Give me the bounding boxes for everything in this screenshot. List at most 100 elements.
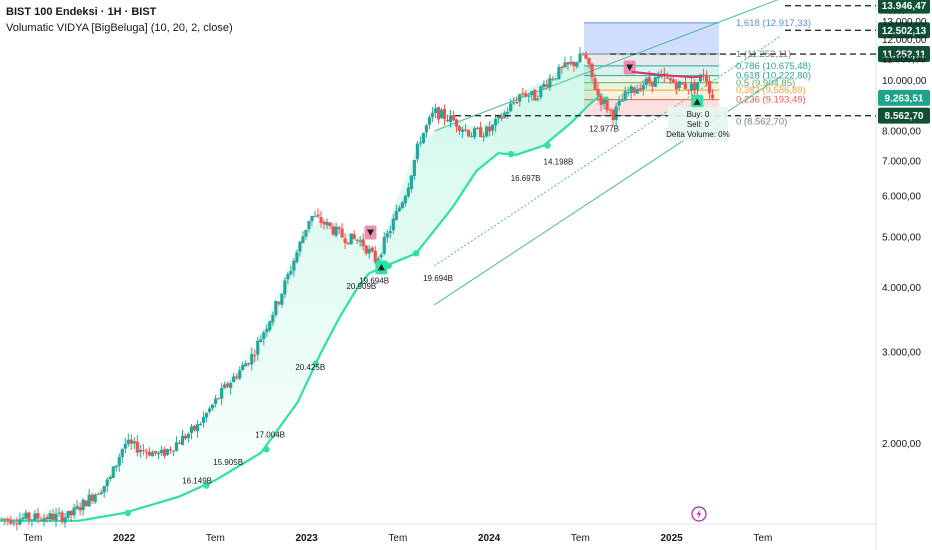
sell-signal-marker [366, 229, 374, 236]
volume-label: 19.694B [359, 277, 389, 286]
fib-label: 0,382 (9.586,89) [736, 85, 806, 96]
candle-body [24, 512, 28, 519]
candle-body [307, 221, 311, 230]
candle-body [680, 82, 684, 85]
candle-body [701, 74, 706, 76]
candle-body [138, 449, 142, 453]
candle-body [268, 321, 272, 331]
time-tick-label: 2025 [660, 533, 683, 544]
candle-body [328, 222, 332, 227]
candle-body [566, 62, 570, 65]
candle-body [81, 499, 85, 510]
candle-body [388, 231, 392, 234]
fib-zone [584, 82, 720, 91]
candle-body [536, 98, 540, 100]
candle-body [521, 93, 525, 95]
candle-body [454, 119, 459, 127]
candle-body [177, 442, 182, 444]
candle-body [412, 160, 416, 177]
candle-body [96, 493, 100, 495]
candle-body [120, 449, 124, 458]
candle-body [584, 54, 588, 59]
candle-body [469, 136, 474, 138]
candle-body [271, 314, 275, 323]
vidya-pivot-dot [507, 150, 515, 158]
candle-body [102, 485, 106, 493]
signal-markers [364, 60, 704, 275]
candle-body [265, 328, 269, 333]
candle-body [316, 214, 320, 217]
candle-body [569, 62, 573, 64]
candle-body [439, 109, 444, 119]
volume-label: 16.149B [182, 477, 212, 486]
candle-body [463, 129, 468, 131]
fib-label: 0,786 (10.675,48) [736, 61, 811, 72]
candle-body [433, 108, 438, 114]
candle-body [217, 398, 221, 400]
lightning-glyph [696, 509, 702, 519]
candle-body [683, 83, 687, 89]
candle-body [280, 293, 284, 305]
time-tick-label: Tem [753, 533, 772, 544]
candle-body [695, 82, 700, 90]
candle-body [442, 108, 447, 119]
price-level-label: 12.502,13 [882, 26, 927, 37]
candle-body [259, 339, 263, 343]
candle-body [391, 218, 395, 231]
fib-label: 0,618 (10.222,80) [736, 71, 811, 82]
candle-body [533, 89, 537, 101]
price-tick-label: 13.000,00 [882, 17, 927, 28]
candle-body [551, 79, 555, 81]
candle-body [93, 494, 97, 502]
candle-body [204, 412, 209, 418]
candle-body [509, 103, 513, 112]
buy-signal-marker [693, 98, 701, 105]
candle-body [482, 136, 486, 138]
candle-body [397, 207, 401, 212]
sell-signal-marker [626, 64, 634, 72]
price-tick-label: 6.000,00 [882, 191, 921, 202]
candle-body [54, 513, 58, 521]
candle-body [650, 81, 654, 87]
price-tick-label: 3.000,00 [882, 348, 921, 359]
price-tick-label: 11.000,00 [882, 55, 926, 66]
fib-zone [584, 75, 720, 83]
volume-label: 20.909B [346, 282, 376, 291]
candle-body [466, 130, 471, 137]
candle-body [677, 81, 681, 89]
time-tick-label: 2023 [295, 533, 318, 544]
candle-body [165, 449, 170, 455]
candle-body [476, 127, 480, 129]
candle-body [539, 86, 543, 98]
candle-body [590, 63, 594, 78]
time-tick-label: Tem [571, 533, 590, 544]
candle-body [373, 250, 377, 263]
indicator-label[interactable]: Volumatic VIDYA [BigBeluga] (10, 20, 2, … [6, 22, 233, 34]
candle-body [337, 227, 341, 230]
price-axis[interactable]: 2.000,00 3.000,00 4.000,00 5.000,00 6.000,00… [882, 17, 927, 450]
volume-label: 16.697B [511, 174, 541, 183]
candle-body [647, 77, 651, 83]
candle-body [220, 388, 224, 399]
candle-body [301, 236, 305, 243]
candle-body [593, 78, 597, 90]
vidya-pivot-dot [124, 509, 131, 517]
volume-label: 17.004B [255, 430, 285, 439]
candle-body [129, 439, 133, 444]
volume-label: 20.425B [295, 363, 325, 372]
fib-zone [584, 22, 720, 55]
candle-body [638, 88, 642, 91]
time-axis[interactable]: Tem 2022 Tem 2023 Tem 2024 Tem 2025 Tem [23, 533, 772, 544]
candle-body [602, 100, 606, 104]
candle-body [653, 77, 657, 87]
price-level-badge [878, 22, 930, 39]
candle-body [644, 78, 648, 85]
candle-body [656, 76, 660, 79]
vidya-line [0, 92, 603, 522]
candle-body [424, 125, 429, 133]
candle-body [45, 516, 49, 520]
time-tick-label: 2024 [478, 533, 501, 544]
candle-body [361, 239, 365, 247]
candle-body [635, 89, 639, 94]
